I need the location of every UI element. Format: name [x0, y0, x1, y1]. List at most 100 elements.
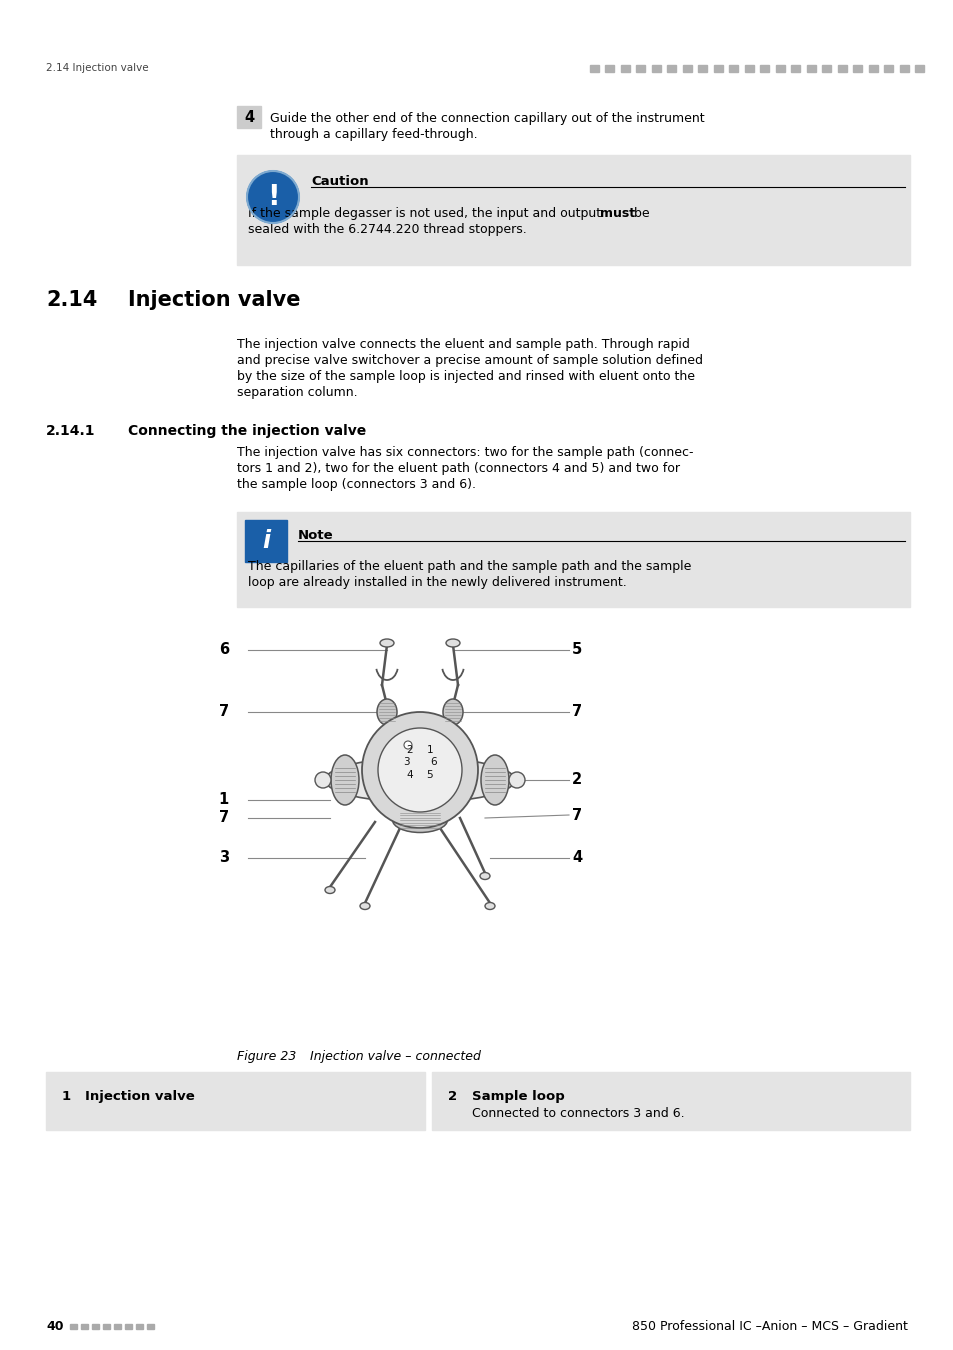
Bar [236, 107, 261, 128]
Text: sealed with the 6.2744.220 thread stoppers.: sealed with the 6.2744.220 thread stoppe… [248, 223, 526, 236]
Ellipse shape [480, 755, 509, 805]
Text: 2: 2 [406, 745, 413, 755]
Text: 6: 6 [218, 643, 229, 657]
Bar [682, 65, 691, 72]
Text: 4: 4 [244, 109, 253, 124]
Bar [698, 65, 707, 72]
Text: If the sample degasser is not used, the input and output: If the sample degasser is not used, the … [248, 207, 604, 220]
Text: 40: 40 [46, 1319, 64, 1332]
Circle shape [361, 711, 477, 828]
Bar [605, 65, 614, 72]
Text: Caution: Caution [311, 176, 368, 188]
Bar [136, 1324, 143, 1328]
Text: The injection valve has six connectors: two for the sample path (connec-: The injection valve has six connectors: … [236, 446, 693, 459]
Bar [91, 1324, 99, 1328]
Text: 4: 4 [406, 769, 413, 780]
Circle shape [247, 171, 298, 223]
Text: 7: 7 [218, 705, 229, 720]
Ellipse shape [379, 639, 394, 647]
Text: tors 1 and 2), two for the eluent path (connectors 4 and 5) and two for: tors 1 and 2), two for the eluent path (… [236, 462, 679, 475]
Text: Injection valve – connected: Injection valve – connected [310, 1050, 480, 1062]
Bar [853, 65, 862, 72]
Bar [620, 65, 629, 72]
Text: 7: 7 [572, 807, 581, 822]
Text: Note: Note [297, 529, 334, 541]
Text: 2.14 Injection valve: 2.14 Injection valve [46, 63, 149, 73]
Text: 2.14: 2.14 [46, 290, 97, 310]
Text: 1: 1 [426, 745, 433, 755]
Bar [915, 65, 923, 72]
Ellipse shape [479, 872, 490, 879]
Bar [236, 155, 909, 265]
Ellipse shape [484, 903, 495, 910]
Bar [775, 65, 784, 72]
Bar [806, 65, 815, 72]
Text: must: must [599, 207, 635, 220]
Bar [432, 1072, 909, 1130]
Bar [868, 65, 877, 72]
Bar [46, 1072, 424, 1130]
Ellipse shape [359, 903, 370, 910]
Text: 7: 7 [218, 810, 229, 825]
Text: The capillaries of the eluent path and the sample path and the sample: The capillaries of the eluent path and t… [248, 560, 691, 572]
Text: and precise valve switchover a precise amount of sample solution defined: and precise valve switchover a precise a… [236, 354, 702, 367]
Bar [837, 65, 846, 72]
Ellipse shape [325, 887, 335, 894]
Text: 3: 3 [402, 757, 409, 767]
Bar [70, 1324, 77, 1328]
Ellipse shape [392, 807, 447, 833]
Bar [125, 1324, 132, 1328]
Text: 1: 1 [218, 792, 229, 807]
Bar [821, 65, 831, 72]
Text: 5: 5 [572, 643, 581, 657]
Text: Injection valve: Injection valve [128, 290, 300, 310]
Circle shape [509, 772, 524, 788]
Bar [899, 65, 908, 72]
Bar [713, 65, 722, 72]
Bar [791, 65, 800, 72]
Bar [667, 65, 676, 72]
Circle shape [403, 741, 412, 749]
Text: Sample loop: Sample loop [472, 1089, 564, 1103]
Text: Guide the other end of the connection capillary out of the instrument: Guide the other end of the connection ca… [270, 112, 704, 126]
Text: Injection valve: Injection valve [85, 1089, 194, 1103]
Ellipse shape [446, 639, 459, 647]
Text: Connecting the injection valve: Connecting the injection valve [128, 424, 366, 437]
Bar [236, 512, 909, 608]
Text: 5: 5 [426, 769, 433, 780]
Text: 2: 2 [448, 1089, 456, 1103]
Bar [103, 1324, 110, 1328]
Ellipse shape [376, 699, 396, 725]
Text: !: ! [267, 184, 279, 211]
Circle shape [314, 772, 331, 788]
Ellipse shape [325, 757, 515, 802]
Text: 850 Professional IC –Anion – MCS – Gradient: 850 Professional IC –Anion – MCS – Gradi… [632, 1319, 907, 1332]
Bar [113, 1324, 121, 1328]
Bar [636, 65, 645, 72]
Circle shape [377, 728, 461, 811]
Text: 2.14.1: 2.14.1 [46, 424, 95, 437]
Text: the sample loop (connectors 3 and 6).: the sample loop (connectors 3 and 6). [236, 478, 476, 491]
Text: i: i [262, 529, 270, 554]
Bar [744, 65, 753, 72]
Text: 1: 1 [62, 1089, 71, 1103]
Bar [760, 65, 769, 72]
Text: by the size of the sample loop is injected and rinsed with eluent onto the: by the size of the sample loop is inject… [236, 370, 695, 383]
Text: loop are already installed in the newly delivered instrument.: loop are already installed in the newly … [248, 576, 626, 589]
Text: 4: 4 [572, 850, 581, 865]
Text: Figure 23: Figure 23 [236, 1050, 296, 1062]
Text: 7: 7 [572, 705, 581, 720]
Text: separation column.: separation column. [236, 386, 357, 400]
Ellipse shape [331, 755, 358, 805]
Bar [81, 1324, 88, 1328]
Bar [729, 65, 738, 72]
Bar [245, 520, 287, 562]
Text: be: be [629, 207, 649, 220]
Text: through a capillary feed-through.: through a capillary feed-through. [270, 128, 477, 140]
Bar [589, 65, 598, 72]
Ellipse shape [442, 699, 462, 725]
Text: 6: 6 [430, 757, 436, 767]
Text: 2: 2 [572, 772, 581, 787]
Text: Connected to connectors 3 and 6.: Connected to connectors 3 and 6. [472, 1107, 684, 1120]
Text: The injection valve connects the eluent and sample path. Through rapid: The injection valve connects the eluent … [236, 338, 689, 351]
